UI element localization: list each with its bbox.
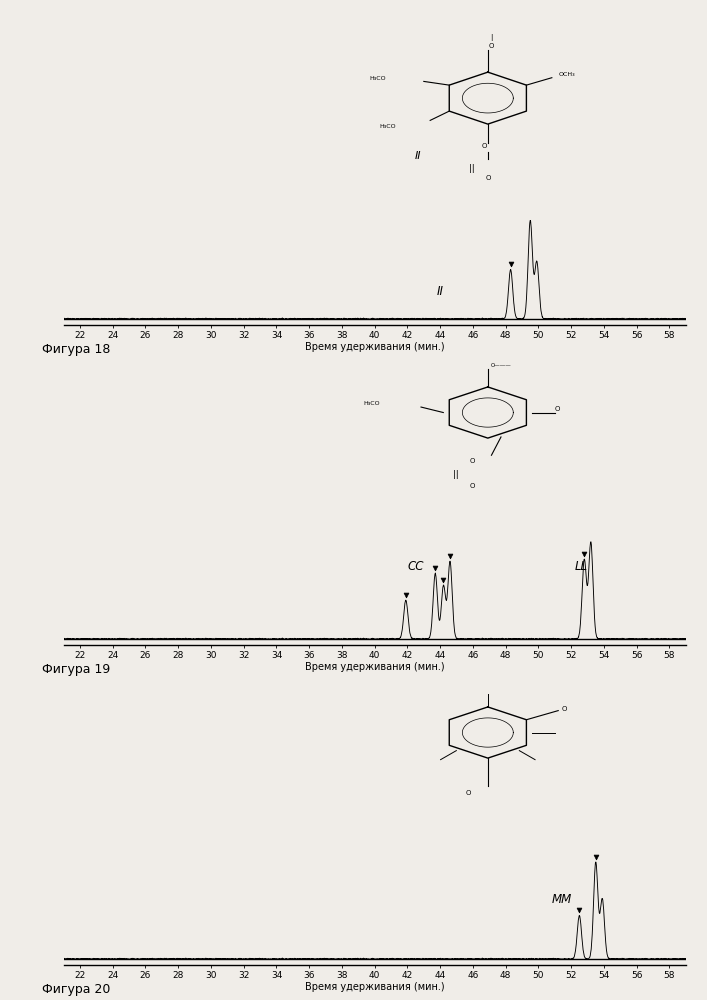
Text: O: O xyxy=(466,790,471,796)
X-axis label: Время удерживания (мин.): Время удерживания (мин.) xyxy=(305,342,445,352)
Text: O: O xyxy=(469,458,474,464)
Text: ||: || xyxy=(469,164,475,173)
Text: MM: MM xyxy=(551,893,572,906)
Text: O: O xyxy=(485,175,491,181)
Text: Фигура 19: Фигура 19 xyxy=(42,663,111,676)
Text: O———: O——— xyxy=(491,363,512,368)
Text: O: O xyxy=(469,483,474,489)
Text: Фигура 18: Фигура 18 xyxy=(42,343,111,356)
Text: ||: || xyxy=(453,470,459,479)
X-axis label: Время удерживания (мин.): Время удерживания (мин.) xyxy=(305,982,445,992)
Text: Фигура 20: Фигура 20 xyxy=(42,983,111,996)
Text: |: | xyxy=(490,34,492,41)
Text: H₃CO: H₃CO xyxy=(379,124,396,129)
Text: O: O xyxy=(489,43,493,49)
X-axis label: Время удерживания (мин.): Время удерживания (мин.) xyxy=(305,662,445,672)
Text: O: O xyxy=(554,406,560,412)
Text: O: O xyxy=(482,143,487,149)
Text: H₃CO: H₃CO xyxy=(370,76,386,81)
Text: H₃CO: H₃CO xyxy=(363,401,380,406)
Text: OCH₃: OCH₃ xyxy=(559,72,575,77)
Text: II: II xyxy=(437,285,444,298)
Text: CC: CC xyxy=(407,560,424,573)
Text: LL: LL xyxy=(575,560,588,573)
Text: O: O xyxy=(561,706,567,712)
Text: II: II xyxy=(414,151,421,161)
